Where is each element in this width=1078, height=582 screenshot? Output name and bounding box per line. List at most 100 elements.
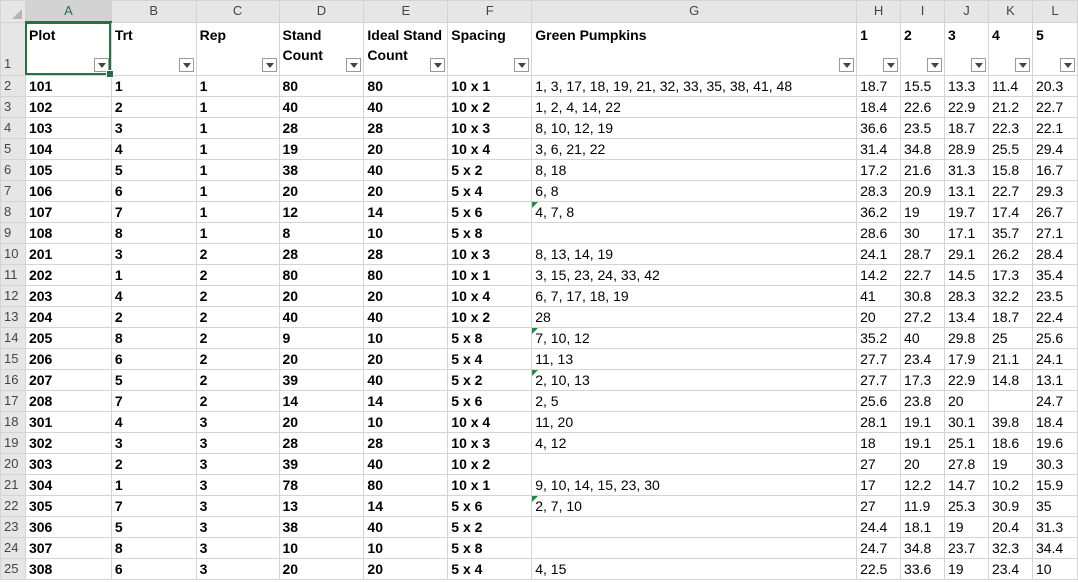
cell-e24[interactable]: 10 <box>363 536 449 559</box>
cell-c17[interactable]: 2 <box>195 389 280 412</box>
cell-l6[interactable]: 16.7 <box>1031 158 1078 181</box>
cell-k11[interactable]: 17.3 <box>987 263 1033 286</box>
cell-f11[interactable]: 10 x 1 <box>447 263 533 286</box>
cell-h6[interactable]: 17.2 <box>856 158 902 181</box>
cell-a12[interactable]: 203 <box>24 284 112 307</box>
cell-c4[interactable]: 1 <box>195 116 280 139</box>
cell-a24[interactable]: 307 <box>24 536 112 559</box>
cell-j3[interactable]: 22.9 <box>944 95 989 118</box>
header-cell-c[interactable]: Rep <box>195 21 280 76</box>
cell-g17[interactable]: 2, 5 <box>531 389 858 412</box>
cell-b19[interactable]: 3 <box>110 431 197 454</box>
row-header-15[interactable]: 15 <box>0 347 26 370</box>
cell-c15[interactable]: 2 <box>195 347 280 370</box>
cell-a21[interactable]: 304 <box>24 473 112 496</box>
cell-j2[interactable]: 13.3 <box>944 74 989 97</box>
cell-a5[interactable]: 104 <box>24 137 112 160</box>
cell-d11[interactable]: 80 <box>278 263 365 286</box>
cell-h5[interactable]: 31.4 <box>856 137 902 160</box>
filter-dropdown-icon[interactable] <box>178 57 194 72</box>
cell-b17[interactable]: 7 <box>110 389 197 412</box>
cell-a10[interactable]: 201 <box>24 242 112 265</box>
cell-f5[interactable]: 10 x 4 <box>447 137 533 160</box>
cell-b6[interactable]: 5 <box>110 158 197 181</box>
cell-g14[interactable]: 7, 10, 12 <box>531 326 858 349</box>
column-header-j[interactable]: J <box>944 0 989 23</box>
cell-l22[interactable]: 35 <box>1031 494 1078 517</box>
filter-dropdown-icon[interactable] <box>514 57 530 72</box>
cell-c8[interactable]: 1 <box>195 200 280 223</box>
cell-c7[interactable]: 1 <box>195 179 280 202</box>
cell-c9[interactable]: 1 <box>195 221 280 244</box>
cell-i4[interactable]: 23.5 <box>900 116 945 139</box>
cell-i21[interactable]: 12.2 <box>900 473 945 496</box>
cell-d6[interactable]: 38 <box>278 158 365 181</box>
cell-e16[interactable]: 40 <box>363 368 449 391</box>
cell-b14[interactable]: 8 <box>110 326 197 349</box>
cell-i12[interactable]: 30.8 <box>900 284 945 307</box>
cell-k18[interactable]: 39.8 <box>987 410 1033 433</box>
cell-i13[interactable]: 27.2 <box>900 305 945 328</box>
cell-f25[interactable]: 5 x 4 <box>447 557 533 580</box>
cell-l21[interactable]: 15.9 <box>1031 473 1078 496</box>
cell-h8[interactable]: 36.2 <box>856 200 902 223</box>
row-header-16[interactable]: 16 <box>0 368 26 391</box>
row-header-22[interactable]: 22 <box>0 494 26 517</box>
cell-k20[interactable]: 19 <box>987 452 1033 475</box>
cell-g8[interactable]: 4, 7, 8 <box>531 200 858 223</box>
cell-f16[interactable]: 5 x 2 <box>447 368 533 391</box>
cell-a19[interactable]: 302 <box>24 431 112 454</box>
cell-g22[interactable]: 2, 7, 10 <box>531 494 858 517</box>
cell-f17[interactable]: 5 x 6 <box>447 389 533 412</box>
cell-k21[interactable]: 10.2 <box>987 473 1033 496</box>
cell-f19[interactable]: 10 x 3 <box>447 431 533 454</box>
column-header-d[interactable]: D <box>278 0 365 23</box>
cell-e3[interactable]: 40 <box>363 95 449 118</box>
cell-g24[interactable] <box>531 536 858 559</box>
cell-l11[interactable]: 35.4 <box>1031 263 1078 286</box>
cell-c18[interactable]: 3 <box>195 410 280 433</box>
cell-i5[interactable]: 34.8 <box>900 137 945 160</box>
row-header-6[interactable]: 6 <box>0 158 26 181</box>
cell-e8[interactable]: 14 <box>363 200 449 223</box>
cell-j20[interactable]: 27.8 <box>944 452 989 475</box>
cell-k22[interactable]: 30.9 <box>987 494 1033 517</box>
cell-i8[interactable]: 19 <box>900 200 945 223</box>
cell-f4[interactable]: 10 x 3 <box>447 116 533 139</box>
cell-c16[interactable]: 2 <box>195 368 280 391</box>
cell-j24[interactable]: 23.7 <box>944 536 989 559</box>
cell-e7[interactable]: 20 <box>363 179 449 202</box>
cell-b10[interactable]: 3 <box>110 242 197 265</box>
filter-dropdown-icon[interactable] <box>839 57 855 72</box>
cell-k4[interactable]: 22.3 <box>987 116 1033 139</box>
cell-j25[interactable]: 19 <box>944 557 989 580</box>
cell-d14[interactable]: 9 <box>278 326 365 349</box>
row-header-5[interactable]: 5 <box>0 137 26 160</box>
row-header-12[interactable]: 12 <box>0 284 26 307</box>
cell-l14[interactable]: 25.6 <box>1031 326 1078 349</box>
cell-k14[interactable]: 25 <box>987 326 1033 349</box>
cell-d20[interactable]: 39 <box>278 452 365 475</box>
cell-i23[interactable]: 18.1 <box>900 515 945 538</box>
row-header-19[interactable]: 19 <box>0 431 26 454</box>
cell-a25[interactable]: 308 <box>24 557 112 580</box>
row-header-1[interactable]: 1 <box>0 21 26 76</box>
cell-f2[interactable]: 10 x 1 <box>447 74 533 97</box>
cell-b24[interactable]: 8 <box>110 536 197 559</box>
cell-h20[interactable]: 27 <box>856 452 902 475</box>
filter-dropdown-icon[interactable] <box>261 57 277 72</box>
cell-g3[interactable]: 1, 2, 4, 14, 22 <box>531 95 858 118</box>
cell-k7[interactable]: 22.7 <box>987 179 1033 202</box>
cell-i25[interactable]: 33.6 <box>900 557 945 580</box>
cell-l13[interactable]: 22.4 <box>1031 305 1078 328</box>
cell-c3[interactable]: 1 <box>195 95 280 118</box>
cell-f22[interactable]: 5 x 6 <box>447 494 533 517</box>
cell-a2[interactable]: 101 <box>24 74 112 97</box>
cell-l16[interactable]: 13.1 <box>1031 368 1078 391</box>
cell-d18[interactable]: 20 <box>278 410 365 433</box>
cell-c10[interactable]: 2 <box>195 242 280 265</box>
cell-c22[interactable]: 3 <box>195 494 280 517</box>
cell-k3[interactable]: 21.2 <box>987 95 1033 118</box>
cell-d24[interactable]: 10 <box>278 536 365 559</box>
